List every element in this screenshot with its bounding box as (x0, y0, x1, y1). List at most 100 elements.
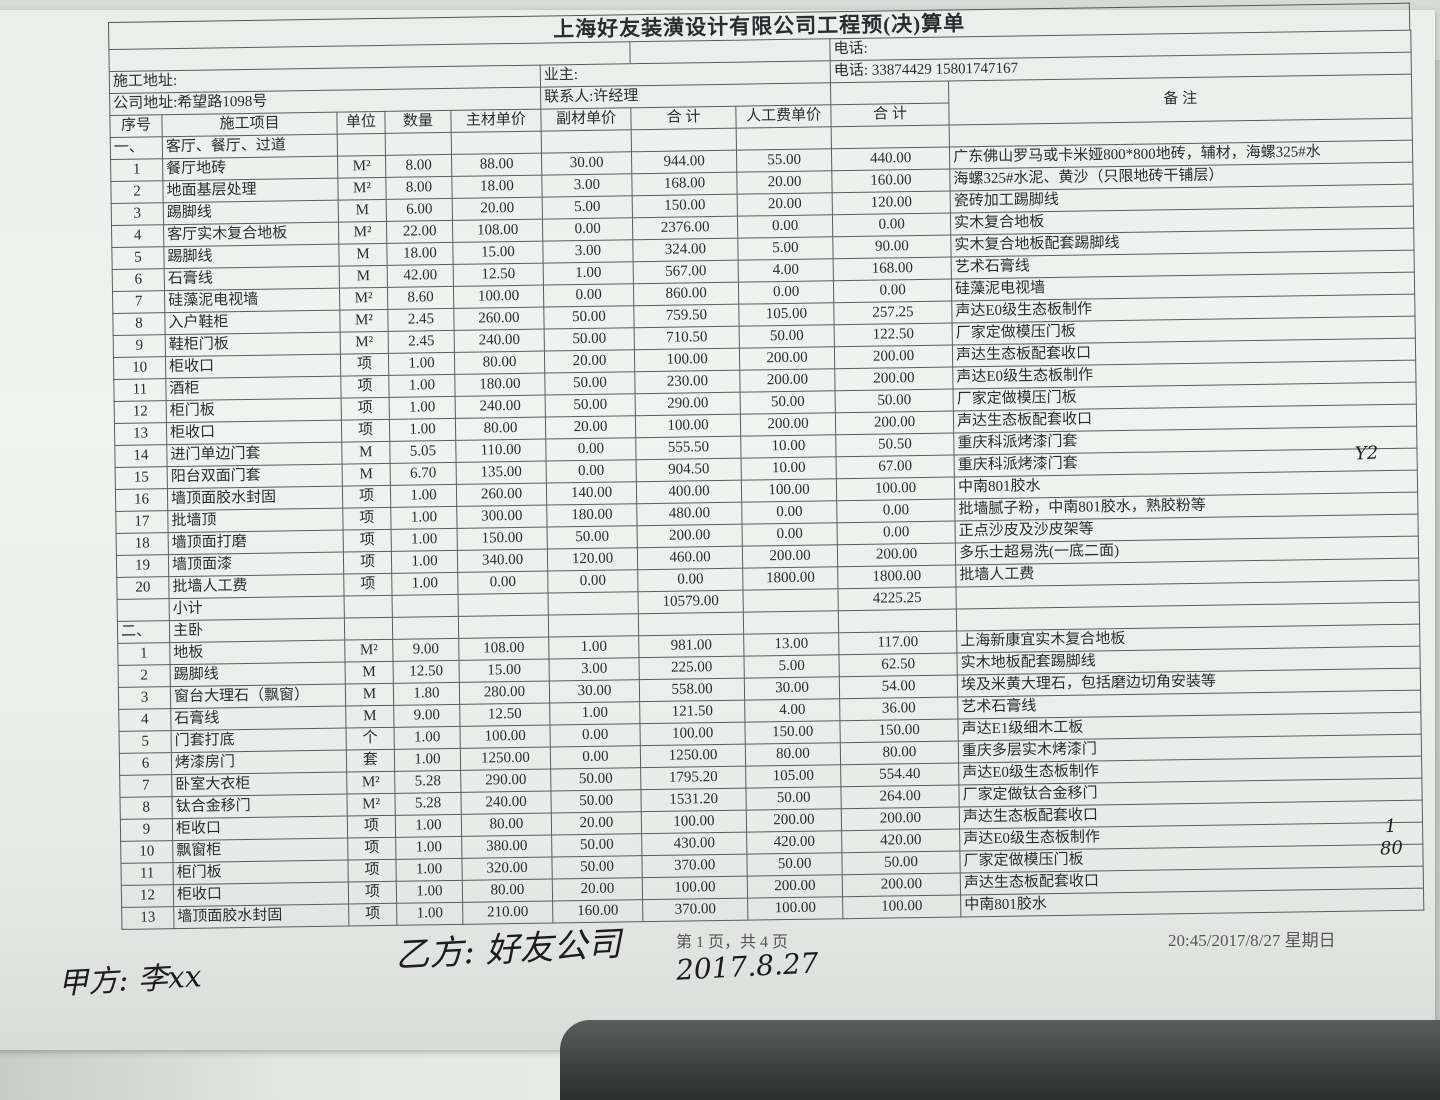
row-no: 12 (114, 400, 167, 424)
main-material-price: 100.00 (453, 285, 544, 309)
material-total: 2376.00 (632, 216, 738, 240)
quantity: 12.50 (393, 660, 460, 684)
material-total: 759.50 (633, 304, 740, 328)
margin-mark: 80 (1379, 837, 1404, 860)
quote-document: 上海好友装潢设计有限公司工程预(决)算单 电话: 施工地址: 业主: 电话: 3… (108, 2, 1424, 930)
aux-material-price: 0.00 (547, 569, 639, 594)
labor-price: 5.00 (744, 654, 840, 679)
quantity: 1.00 (391, 572, 459, 596)
main-material-price: 1250.00 (460, 747, 551, 771)
empty-cell (631, 128, 737, 152)
col-header-main-price: 主材单价 (450, 109, 542, 133)
material-total: 710.50 (634, 326, 740, 350)
material-total: 1531.20 (641, 788, 747, 812)
unit: 项 (340, 353, 389, 377)
material-total: 400.00 (636, 480, 742, 504)
aux-material-price: 30.00 (549, 679, 640, 704)
aux-material-price: 120.00 (547, 547, 638, 572)
col-header-item: 施工项目 (161, 112, 338, 137)
material-total: 860.00 (633, 282, 739, 306)
main-material-price: 260.00 (453, 307, 545, 331)
aux-material-price: 50.00 (550, 789, 642, 814)
unit: M (338, 199, 387, 223)
main-material-price: 290.00 (460, 769, 551, 793)
quantity: 9.00 (393, 704, 460, 728)
empty-cell (838, 608, 957, 633)
item-name: 柜收口 (165, 354, 341, 379)
unit: M (341, 441, 391, 465)
unit: 项 (347, 815, 396, 839)
unit: M² (346, 771, 395, 795)
empty-cell (548, 613, 639, 638)
row-no: 20 (116, 576, 170, 600)
subtotal-labor: 4225.25 (838, 586, 957, 611)
aux-material-price: 3.00 (542, 239, 634, 264)
material-total: 100.00 (634, 348, 740, 372)
material-total: 324.00 (632, 238, 739, 262)
unit: 套 (346, 749, 395, 773)
row-no: 10 (120, 840, 173, 864)
item-name: 柜收口 (172, 816, 348, 841)
quantity: 1.00 (395, 836, 462, 860)
item-name: 烤漆房门 (171, 750, 347, 775)
paper-sheet (0, 10, 1435, 1050)
section-title: 主卧 (169, 618, 345, 643)
quantity: 2.45 (388, 330, 455, 354)
item-name: 踢脚线 (170, 662, 346, 687)
quantity: 5.05 (389, 440, 457, 464)
unit: M (338, 243, 388, 267)
row-no: 5 (111, 246, 165, 270)
row-no: 5 (119, 730, 172, 754)
row-no: 12 (121, 884, 174, 908)
aux-material-price: 50.00 (550, 767, 642, 792)
main-material-price: 150.00 (457, 527, 548, 551)
unit: 项 (342, 485, 391, 509)
quantity: 8.00 (385, 154, 452, 178)
item-name: 地板 (169, 640, 346, 665)
page-indicator: 第 1 页，共 4 页 (676, 934, 789, 951)
unit: M² (344, 639, 394, 663)
unit: M (345, 661, 394, 685)
quote-table: 电话: 施工地址: 业主: 电话: 33874429 15801747167 公… (108, 30, 1424, 930)
labor-price: 100.00 (741, 478, 837, 503)
aux-material-price: 50.00 (547, 525, 638, 550)
main-material-price: 280.00 (459, 681, 550, 705)
labor-total: 554.40 (840, 762, 959, 787)
material-total: 100.00 (641, 810, 747, 834)
labor-total: 117.00 (838, 630, 958, 655)
empty-cell (638, 612, 744, 636)
main-material-price: 108.00 (452, 219, 543, 243)
empty-cell (337, 133, 386, 157)
unit: M² (339, 309, 389, 333)
labor-total: 50.50 (835, 432, 955, 457)
labor-total: 168.00 (833, 257, 952, 281)
print-timestamp: 20:45/2017/8/27 星期日 (1168, 931, 1336, 950)
labor-price: 10.00 (740, 434, 837, 459)
labor-price: 150.00 (745, 720, 841, 745)
unit: M (339, 265, 388, 289)
col-header-remarks: 备 注 (948, 74, 1413, 126)
empty-cell (392, 594, 459, 618)
row-no: 11 (113, 378, 167, 402)
item-name: 窗台大理石（飘窗） (170, 684, 346, 709)
folder-edge (560, 1020, 1440, 1100)
empty-cell (736, 126, 832, 151)
section-number: 二、 (117, 620, 170, 644)
subtotal-material: 10579.00 (638, 590, 744, 614)
labor-price: 200.00 (739, 368, 836, 393)
aux-material-price: 20.00 (545, 415, 636, 440)
row-no: 4 (118, 708, 172, 732)
unit: 项 (347, 859, 397, 883)
labor-price: 80.00 (745, 742, 841, 767)
main-material-price: 80.00 (461, 813, 552, 837)
row-no: 2 (110, 180, 164, 204)
aux-material-price: 3.00 (541, 173, 633, 198)
quantity: 22.00 (386, 220, 453, 244)
quantity: 1.00 (389, 396, 456, 420)
aux-material-price: 30.00 (541, 151, 632, 176)
aux-material-price: 50.00 (543, 305, 635, 330)
row-no: 15 (115, 466, 168, 490)
aux-material-price: 3.00 (548, 657, 640, 682)
col-header-no: 序号 (109, 114, 163, 138)
quantity: 1.00 (396, 902, 463, 926)
